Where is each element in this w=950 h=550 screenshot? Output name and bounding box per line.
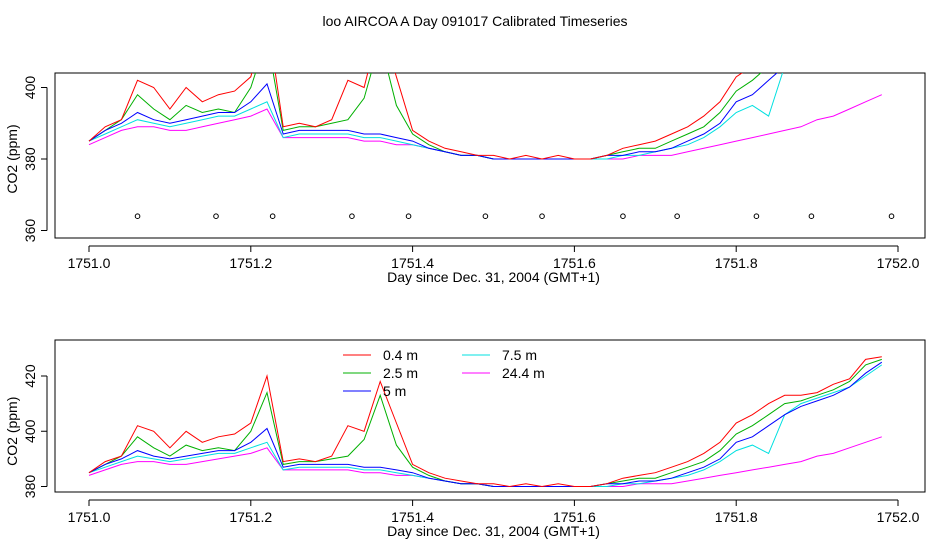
data-marker	[859, 14, 864, 19]
data-marker	[726, 14, 731, 19]
x-tick-label: 1751.6	[553, 255, 596, 271]
series-line-0-4-m	[88, 356, 882, 488]
series-line-24-4-m	[88, 94, 883, 160]
data-marker	[168, 64, 173, 69]
legend-label: 0.4 m	[383, 347, 418, 363]
data-marker	[216, 64, 221, 69]
legend-label: 2.5 m	[383, 365, 418, 381]
x-tick-label: 1751.4	[391, 255, 434, 271]
x-tick-label: 1751.6	[553, 509, 596, 525]
data-marker	[134, 213, 141, 219]
data-marker	[439, 64, 444, 69]
plot-area	[88, 14, 895, 255]
x-tick-label: 1752.0	[877, 509, 920, 525]
data-marker	[888, 213, 895, 219]
series-line-5-m	[88, 73, 778, 160]
data-marker	[808, 213, 815, 219]
data-marker	[756, 250, 761, 255]
data-marker	[349, 213, 355, 219]
data-marker	[753, 213, 760, 219]
y-tick-label: 420	[22, 364, 38, 388]
y-tick-label: 400	[22, 419, 38, 443]
data-marker	[622, 250, 627, 255]
x-tick-label: 1751.2	[229, 255, 272, 271]
x-tick-label: 1751.0	[68, 509, 111, 525]
data-marker	[117, 250, 122, 255]
x-axis-label: Day since Dec. 31, 2004 (GMT+1)	[387, 523, 600, 539]
data-marker	[213, 213, 219, 219]
series-line-24-4-m	[88, 436, 882, 487]
page-title: loo AIRCOA A Day 091017 Calibrated Times…	[322, 13, 627, 29]
data-marker	[351, 250, 356, 255]
data-marker	[386, 250, 391, 255]
x-tick-label: 1751.2	[229, 509, 272, 525]
top-panel: 1751.0 1751.2 1751.4 1751.6 1751.8 1752.0 Day …	[4, 14, 926, 285]
data-marker	[888, 14, 893, 19]
data-marker	[620, 213, 626, 219]
x-tick-label: 1752.0	[877, 255, 920, 271]
data-marker	[405, 213, 412, 219]
y-tick-label: 380	[22, 475, 38, 499]
plot-area	[88, 356, 883, 488]
x-tick-label: 1751.8	[715, 509, 758, 525]
series-line-5-m	[88, 361, 883, 487]
data-marker	[710, 64, 715, 69]
data-marker	[216, 14, 221, 19]
legend: 0.4 m 2.5 m 5 m 7.5 m 24.4 m	[343, 347, 545, 399]
y-tick-label: 360	[22, 219, 38, 243]
legend-label: 5 m	[383, 383, 406, 399]
x-tick-label: 1751.4	[391, 509, 434, 525]
x-tick-label: 1751.8	[715, 255, 758, 271]
data-marker	[483, 64, 488, 69]
series-line-0-4-m	[88, 73, 743, 160]
bottom-panel: 1751.0 1751.2 1751.4 1751.6 1751.8 1752.0 Day …	[4, 339, 926, 539]
data-marker	[888, 64, 893, 69]
data-marker	[483, 250, 488, 255]
data-marker	[524, 250, 529, 255]
data-marker	[572, 64, 577, 69]
data-marker	[657, 250, 662, 255]
data-marker	[791, 250, 796, 255]
data-marker	[269, 213, 276, 219]
y-axis-label: CO2 (ppm)	[4, 124, 20, 193]
legend-label: 24.4 m	[502, 365, 545, 381]
y-tick-label: 400	[22, 76, 38, 100]
data-marker	[539, 213, 545, 219]
data-marker	[253, 250, 258, 255]
data-marker	[754, 14, 759, 19]
data-marker	[843, 64, 848, 69]
plot-frame	[54, 339, 926, 493]
data-marker	[348, 64, 353, 69]
data-marker	[890, 250, 895, 255]
data-marker	[618, 64, 623, 69]
data-marker	[305, 64, 310, 69]
data-marker	[212, 250, 217, 255]
data-marker	[482, 213, 489, 219]
x-tick-label: 1751.0	[68, 255, 111, 271]
data-marker	[184, 14, 189, 19]
legend-label: 7.5 m	[502, 347, 537, 363]
y-tick-label: 380	[22, 147, 38, 171]
plot-frame	[54, 72, 926, 239]
data-marker	[754, 64, 759, 69]
x-axis-label: Day since Dec. 31, 2004 (GMT+1)	[387, 269, 600, 285]
series-line-2-5-m	[88, 358, 882, 487]
y-axis-label: CO2 (ppm)	[4, 397, 20, 466]
data-marker	[674, 213, 680, 219]
